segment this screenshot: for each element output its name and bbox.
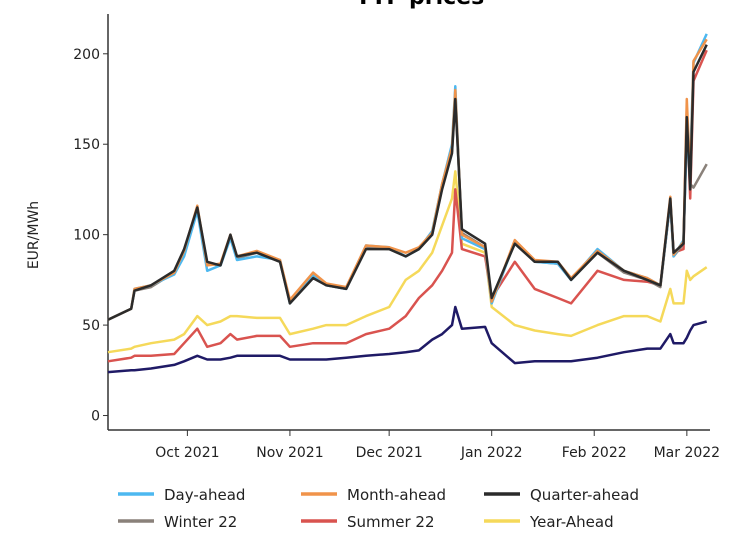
legend-label: Month-ahead [347, 486, 446, 504]
y-tick-label: 200 [73, 47, 100, 63]
legend-label: Year-Ahead [529, 513, 614, 531]
legend-label: Quarter-ahead [530, 486, 639, 504]
legend-item: Year-Ahead [484, 513, 614, 531]
chart-title: TTF prices [356, 0, 484, 10]
y-tick-label: 100 [73, 228, 100, 244]
legend-label: Summer 22 [347, 513, 435, 531]
legend-label: Winter 22 [164, 513, 237, 531]
legend-item: Winter 22 [118, 513, 237, 531]
y-tick-label: 0 [91, 409, 100, 425]
x-tick-label: Mar 2022 [654, 445, 721, 461]
series-line-quarter-ahead [107, 44, 708, 321]
series-line-unlabeled [107, 305, 708, 374]
legend-item: Month-ahead [301, 486, 446, 504]
y-tick-label: 150 [73, 137, 100, 153]
legend-item: Quarter-ahead [484, 486, 639, 504]
x-tick-label: Oct 2021 [155, 445, 219, 461]
x-tick-label: Feb 2022 [562, 445, 627, 461]
series-line-year-ahead [107, 170, 708, 354]
x-tick-label: Nov 2021 [256, 445, 323, 461]
legend-item: Summer 22 [301, 513, 435, 531]
legend-item: Day-ahead [118, 486, 245, 504]
y-axis-label: EUR/MWh [26, 201, 42, 269]
legend-label: Day-ahead [164, 486, 245, 504]
x-tick-label: Dec 2021 [356, 445, 423, 461]
y-tick-label: 50 [82, 318, 100, 334]
x-tick-label: Jan 2022 [460, 445, 523, 461]
